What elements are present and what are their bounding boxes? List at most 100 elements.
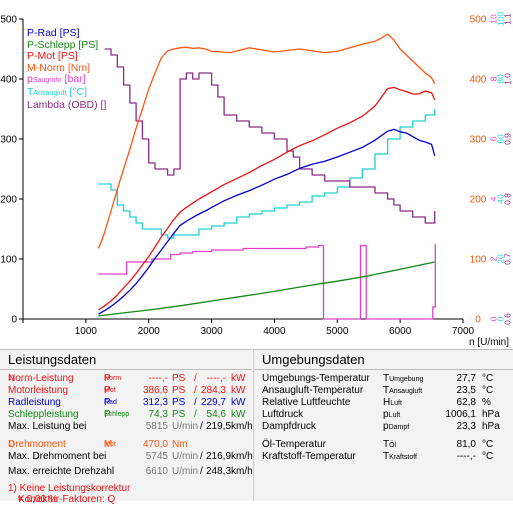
x-tick-label: 6000	[389, 326, 412, 337]
env-row: Kraftstoff-Temperatur TKraftstoff ----,- °C	[254, 451, 513, 463]
drehmoment-ref: 1)	[8, 441, 15, 448]
right-axis-tick-label: 400	[470, 75, 487, 86]
right-axis-tick-label: 0	[475, 315, 481, 326]
max-drehmoment-v2: 216,9	[206, 451, 232, 462]
leistungsdaten-panel: Leistungsdaten Norm-Leistung 1) P Norm --…	[0, 349, 253, 505]
row-motorleistung: Motorleistung P Mot 386,6 PS / 284,3 kW	[0, 385, 252, 397]
right-axis-tick-label: 2	[489, 256, 499, 261]
max-drehmoment-sep: /	[200, 451, 203, 462]
series-line	[98, 128, 436, 315]
max-leistung-u2: km/h	[231, 421, 253, 432]
env-label: Kraftstoff-Temperatur	[262, 451, 356, 462]
footnote-1: 1) Keine Leistungskorrektur	[8, 483, 131, 494]
right-axis-tick-label: 0	[489, 316, 499, 321]
env-unit: °C	[482, 451, 494, 462]
max-drehzahl-u1: U/min	[172, 466, 199, 477]
rad-v2: 229,7	[200, 397, 226, 408]
legend-t-ansaugluft: TAnsaugluft [°C]	[27, 85, 88, 98]
env-label: Dampfdruck	[262, 421, 316, 432]
env-label: Öl-Temperatur	[262, 439, 326, 450]
right-axis-tick-label: 80	[496, 74, 506, 84]
env-symbol: TKraftstoff	[383, 451, 417, 462]
max-leistung-v2: 219,5	[206, 421, 232, 432]
motor-sym: P	[104, 385, 111, 396]
right-axis-tick-label: 200	[470, 195, 487, 206]
rad-u1: PS	[172, 397, 186, 408]
motor-u2: kW	[231, 385, 246, 396]
norm-label: Norm-Leistung	[8, 373, 74, 384]
leistungsdaten-title: Leistungsdaten	[0, 350, 252, 370]
motor-v1: 386,6	[142, 385, 168, 396]
rad-v1: 312,3	[142, 397, 168, 408]
env-unit: %	[482, 397, 491, 408]
y-tick-label: 200	[0, 195, 17, 206]
max-drehzahl-v1: 6610	[145, 466, 168, 477]
norm-sub: Norm	[104, 375, 122, 382]
env-unit: hPa	[482, 409, 500, 420]
norm-sym: P	[104, 373, 111, 384]
series-line	[97, 33, 436, 249]
schlepp-sep: /	[194, 409, 197, 420]
env-value: 62,8	[456, 397, 476, 408]
x-tick-label: 5000	[326, 326, 349, 337]
max-leistung-sep: /	[200, 421, 203, 432]
schlepp-sub: Schlepp	[104, 411, 130, 418]
env-row: Dampfdruck pDampf 23,3 hPa	[254, 421, 513, 433]
right-axis-tick-label: 0.9	[503, 133, 513, 145]
env-symbol: HLuft	[383, 397, 402, 408]
y-tick-label: 400	[0, 75, 17, 86]
max-drehzahl-label: Max. erreichte Drehzahl	[8, 466, 115, 477]
rad-u2: kW	[231, 397, 246, 408]
motor-sub: Mot	[104, 387, 116, 394]
drehmoment-sym: M	[104, 439, 113, 450]
env-label: Ansaugluft-Temperatur	[262, 385, 364, 396]
x-tick-label: 4000	[263, 326, 286, 337]
legend-p-rad: P-Rad [PS]	[27, 27, 80, 39]
rad-sub: Rad	[104, 399, 117, 406]
env-unit: hPa	[482, 421, 500, 432]
env-label: Relative Luftfeuchte	[262, 397, 351, 408]
norm-u2: kW	[231, 373, 246, 384]
legend-m-norm: M-Norm [Nm]	[27, 61, 90, 74]
schlepp-v1: 74,3	[148, 409, 168, 420]
right-axis-tick-label: 500	[470, 15, 487, 26]
right-axis-tick-label: 100	[470, 255, 487, 266]
max-drehzahl-sep: /	[200, 466, 203, 477]
max-drehmoment-u1: U/min	[172, 451, 199, 462]
x-tick-label: 3000	[200, 326, 223, 337]
env-symbol: TUmgebung	[383, 373, 424, 384]
motor-label: Motorleistung	[8, 385, 69, 396]
norm-u1: PS	[172, 373, 186, 384]
env-row: Umgebungs-Temperatur TUmgebung 27,7 °C	[254, 373, 513, 385]
rad-sym: P	[104, 397, 111, 408]
max-drehmoment-v1: 5745	[145, 451, 168, 462]
row-drehmoment: Drehmoment 1) M Mot 470,0 Nm	[0, 439, 252, 451]
max-leistung-label: Max. Leistung bei	[8, 421, 87, 432]
right-axis-tick-label: 0.6	[503, 313, 513, 325]
norm-v1: ----,-	[148, 373, 168, 384]
env-unit: °C	[482, 373, 494, 384]
row-schleppleistung: Schleppleistung P Schlepp 74,3 PS / 54,6 …	[0, 409, 252, 421]
right-axis-tick-label: 40	[496, 194, 506, 204]
env-value: 27,7	[456, 373, 476, 384]
series-line	[104, 48, 436, 224]
env-label: Umgebungs-Temperatur	[262, 373, 370, 384]
right-axis-tick-label: 20	[496, 254, 506, 264]
x-tick-label: 7000	[452, 326, 475, 337]
env-row: Ansaugluft-Temperatur TAnsaugluft 23,5 °C	[254, 385, 513, 397]
y-tick-label: 0	[11, 315, 17, 326]
drehmoment-label: Drehmoment	[8, 439, 66, 450]
env-row: Öl-Temperatur TÖl 81,0 °C	[254, 439, 513, 451]
right-axis-tick-label: 300	[470, 135, 487, 146]
chart-legend: P-Rad [PS] P-Schlepp [PS] P-Mot [PS] M-N…	[27, 27, 106, 111]
max-drehzahl-u2: km/h	[231, 466, 253, 477]
env-row: Relative Luftfeuchte HLuft 62,8%	[254, 397, 513, 409]
env-symbol: TÖl	[383, 439, 397, 450]
norm-ref: 1)	[8, 375, 15, 382]
drehmoment-sub: Mot	[104, 441, 116, 448]
right-axis-tick-label: 4	[489, 196, 499, 201]
legend-p-saugrohr: pSaugrohr [bar]	[27, 73, 86, 86]
max-drehzahl-v2: 248,3	[206, 466, 232, 477]
